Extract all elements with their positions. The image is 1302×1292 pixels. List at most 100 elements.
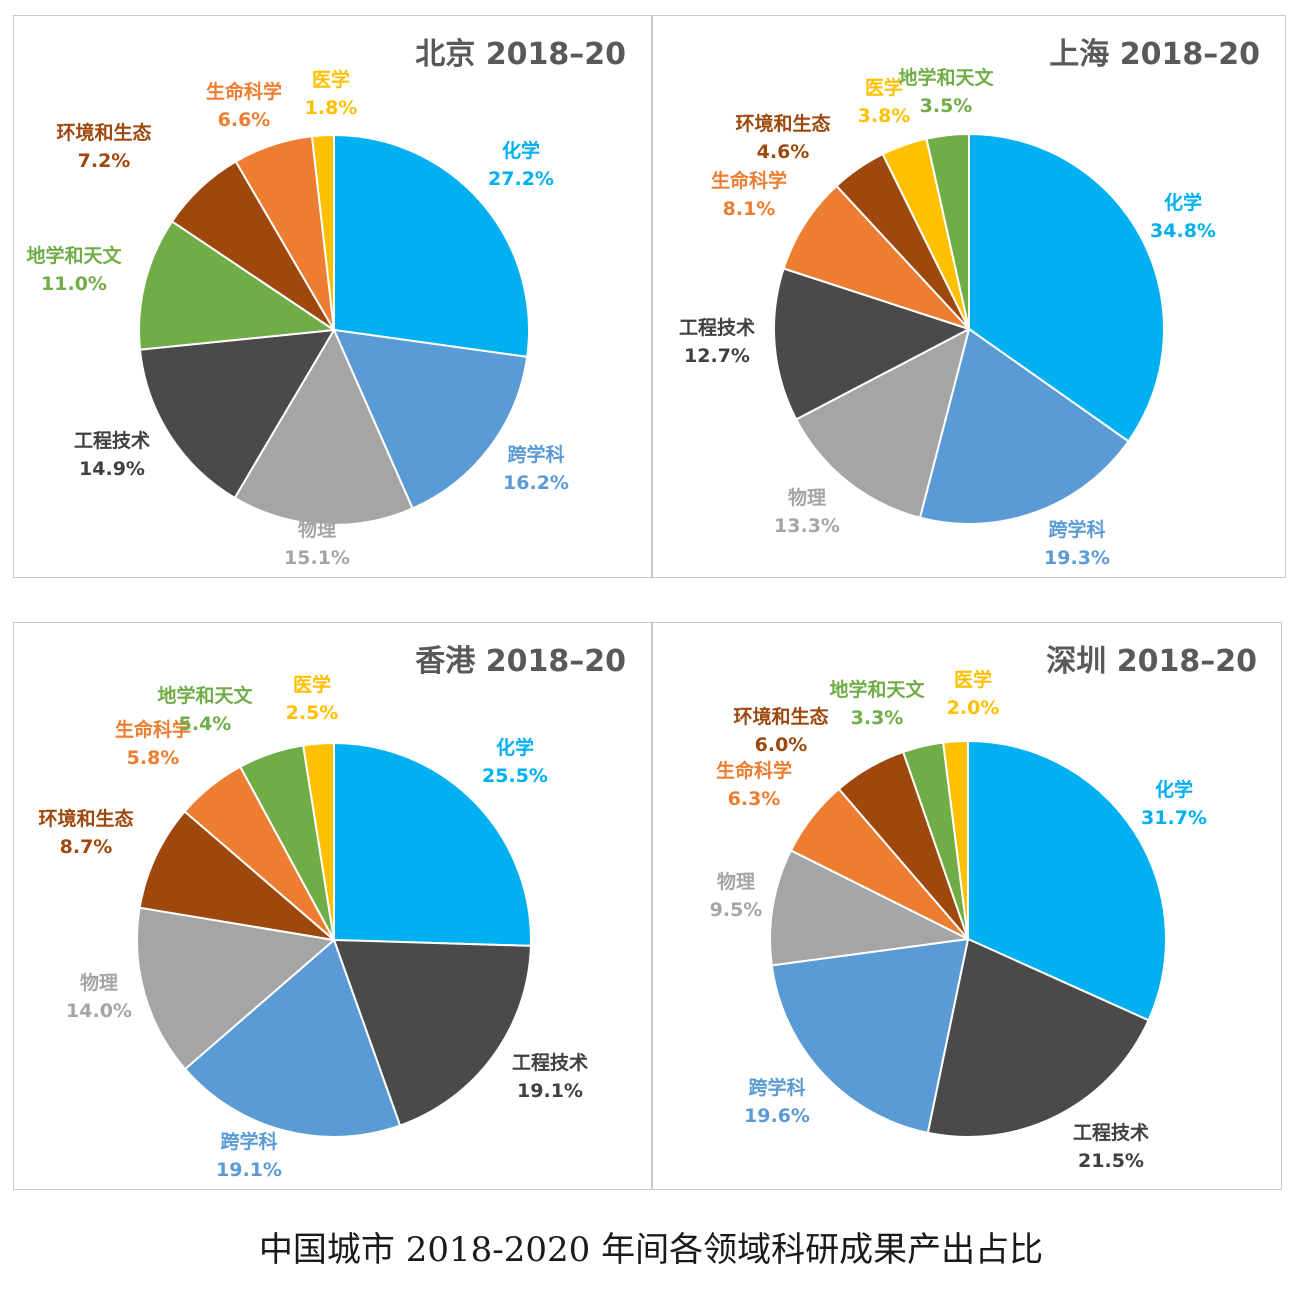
slice-label-engineering: 工程技术: [679, 316, 755, 339]
pie-slice-chemistry: [967, 740, 1167, 1022]
chart-title: 深圳 2018–20: [1046, 644, 1257, 679]
slice-label-medicine: 医学: [954, 668, 992, 691]
slice-value-chemistry: 25.5%: [482, 765, 548, 787]
pie-slice-environment-ecology: [138, 810, 335, 941]
pie-slice-chemistry: [333, 742, 532, 947]
slice-label-environment-ecology: 环境和生态: [38, 807, 133, 830]
slice-value-engineering: 19.1%: [517, 1080, 583, 1102]
slice-value-interdisciplinary: 19.3%: [1044, 547, 1110, 569]
slice-value-geo-astronomy: 11.0%: [41, 273, 107, 295]
slice-label-geo-astronomy: 地学和天文: [898, 66, 994, 89]
pie-slice-interdisciplinary: [918, 328, 1130, 525]
slice-label-interdisciplinary: 跨学科: [220, 1130, 277, 1153]
pie-slice-physics: [136, 906, 335, 1071]
pie-panel-beijing: 化学 27.2% 跨学科 16.2% 物理 15.1% 工程技术 14.9% 地学和天文 11.0…: [13, 15, 652, 578]
pie-slice-medicine: [942, 739, 969, 940]
slice-value-geo-astronomy: 3.3%: [851, 707, 904, 729]
slice-value-physics: 14.0%: [66, 1000, 132, 1022]
pie-slice-engineering: [138, 329, 335, 499]
slice-value-environment-ecology: 6.0%: [755, 734, 808, 756]
slice-label-life-sciences: 生命科学: [206, 80, 282, 103]
pie-slice-geo-astronomy: [138, 220, 335, 351]
pie-slice-life-sciences: [782, 184, 970, 330]
slice-value-interdisciplinary: 19.6%: [744, 1105, 810, 1127]
slice-label-medicine: 医学: [312, 68, 350, 91]
pie-slice-physics: [233, 329, 414, 526]
pie-slice-interdisciplinary: [333, 329, 529, 510]
figure-caption: 中国城市 2018-2020 年间各领域科研成果产出占比: [258, 1230, 1044, 1270]
slice-label-physics: 物理: [788, 486, 826, 509]
slice-value-physics: 15.1%: [284, 547, 350, 569]
slice-label-physics: 物理: [80, 971, 118, 994]
slice-value-engineering: 21.5%: [1078, 1150, 1144, 1172]
slice-label-geo-astronomy: 地学和天文: [829, 678, 925, 701]
slice-value-engineering: 12.7%: [684, 345, 750, 367]
pie-slice-medicine: [302, 742, 335, 941]
slice-value-life-sciences: 5.8%: [127, 747, 180, 769]
slice-value-geo-astronomy: 3.5%: [920, 95, 973, 117]
pie-slice-interdisciplinary: [770, 938, 969, 1134]
slice-value-physics: 13.3%: [774, 515, 840, 537]
slice-label-geo-astronomy: 地学和天文: [157, 684, 253, 707]
slice-label-interdisciplinary: 跨学科: [507, 443, 564, 466]
slice-value-medicine: 3.8%: [858, 105, 911, 127]
slice-label-life-sciences: 生命科学: [716, 759, 792, 782]
pie-chart-shanghai: 化学 34.8% 跨学科 19.3% 物理 13.3% 工程技术 12.7% 生命科学 8.1% 环…: [679, 37, 1260, 569]
slice-label-physics: 物理: [717, 870, 755, 893]
slice-value-chemistry: 27.2%: [488, 168, 554, 190]
slice-label-environment-ecology: 环境和生态: [733, 705, 828, 728]
slice-value-life-sciences: 6.3%: [728, 788, 781, 810]
pie-chart-shenzhen: 化学 31.7% 工程技术 21.5% 跨学科 19.6% 物理 9.5% 生命科学 6.3% 环境…: [710, 644, 1257, 1172]
pie-slice-physics: [769, 849, 969, 967]
pie-panel-hongkong: 化学 25.5% 工程技术 19.1% 跨学科 19.1% 物理 14.0% 环境和生态 8.7%…: [13, 622, 652, 1190]
slice-label-environment-ecology: 环境和生态: [56, 121, 151, 144]
slice-value-life-sciences: 8.1%: [723, 198, 776, 220]
slice-label-physics: 物理: [298, 518, 336, 541]
slice-value-geo-astronomy: 5.4%: [179, 713, 232, 735]
slice-label-environment-ecology: 环境和生态: [735, 112, 830, 135]
slice-value-chemistry: 34.8%: [1150, 220, 1216, 242]
slice-value-interdisciplinary: 19.1%: [216, 1159, 282, 1181]
pie-slice-chemistry: [333, 134, 530, 358]
slice-label-chemistry: 化学: [1155, 778, 1193, 801]
pie-slice-engineering: [926, 938, 1150, 1138]
slice-label-life-sciences: 生命科学: [711, 169, 787, 192]
slice-label-medicine: 医学: [293, 673, 331, 696]
pie-slice-physics: [795, 328, 970, 519]
slice-label-engineering: 工程技术: [512, 1051, 588, 1074]
pie-slice-geo-astronomy: [925, 133, 970, 330]
pie-slice-engineering: [773, 267, 970, 421]
slice-value-chemistry: 31.7%: [1141, 807, 1207, 829]
pie-chart-beijing: 化学 27.2% 跨学科 16.2% 物理 15.1% 工程技术 14.9% 地学和天文 11.0…: [26, 37, 626, 569]
pie-panel-shanghai: 化学 34.8% 跨学科 19.3% 物理 13.3% 工程技术 12.7% 生命科学 8.1% 环…: [652, 15, 1286, 578]
slice-value-environment-ecology: 7.2%: [78, 150, 131, 172]
slice-value-engineering: 14.9%: [79, 458, 145, 480]
slice-label-chemistry: 化学: [1164, 191, 1202, 214]
chart-title: 上海 2018–20: [1049, 37, 1260, 72]
slice-value-medicine: 1.8%: [305, 97, 358, 119]
pie-slice-engineering: [333, 939, 532, 1127]
slice-value-interdisciplinary: 16.2%: [503, 472, 569, 494]
slice-value-environment-ecology: 8.7%: [60, 836, 113, 858]
slice-label-geo-astronomy: 地学和天文: [26, 244, 122, 267]
slice-label-life-sciences: 生命科学: [115, 718, 191, 741]
slice-value-medicine: 2.5%: [286, 702, 339, 724]
pie-slice-interdisciplinary: [184, 939, 402, 1138]
slice-label-interdisciplinary: 跨学科: [1048, 518, 1105, 541]
chart-title: 北京 2018–20: [415, 37, 626, 72]
slice-value-life-sciences: 6.6%: [218, 109, 271, 131]
slice-value-medicine: 2.0%: [947, 697, 1000, 719]
slice-label-chemistry: 化学: [496, 736, 534, 759]
chart-title: 香港 2018–20: [415, 644, 626, 679]
slice-label-interdisciplinary: 跨学科: [748, 1076, 805, 1099]
pie-panel-shenzhen: 化学 31.7% 工程技术 21.5% 跨学科 19.6% 物理 9.5% 生命科学 6.3% 环境…: [652, 622, 1282, 1190]
pie-slice-medicine: [310, 134, 335, 331]
slice-value-physics: 9.5%: [710, 899, 763, 921]
slice-label-chemistry: 化学: [502, 139, 540, 162]
slice-label-engineering: 工程技术: [74, 429, 150, 452]
pie-slice-chemistry: [968, 133, 1165, 443]
slice-label-engineering: 工程技术: [1073, 1121, 1149, 1144]
pie-chart-hongkong: 化学 25.5% 工程技术 19.1% 跨学科 19.1% 物理 14.0% 环境和生态 8.7%…: [38, 644, 626, 1181]
slice-label-medicine: 医学: [865, 76, 903, 99]
slice-value-environment-ecology: 4.6%: [757, 141, 810, 163]
